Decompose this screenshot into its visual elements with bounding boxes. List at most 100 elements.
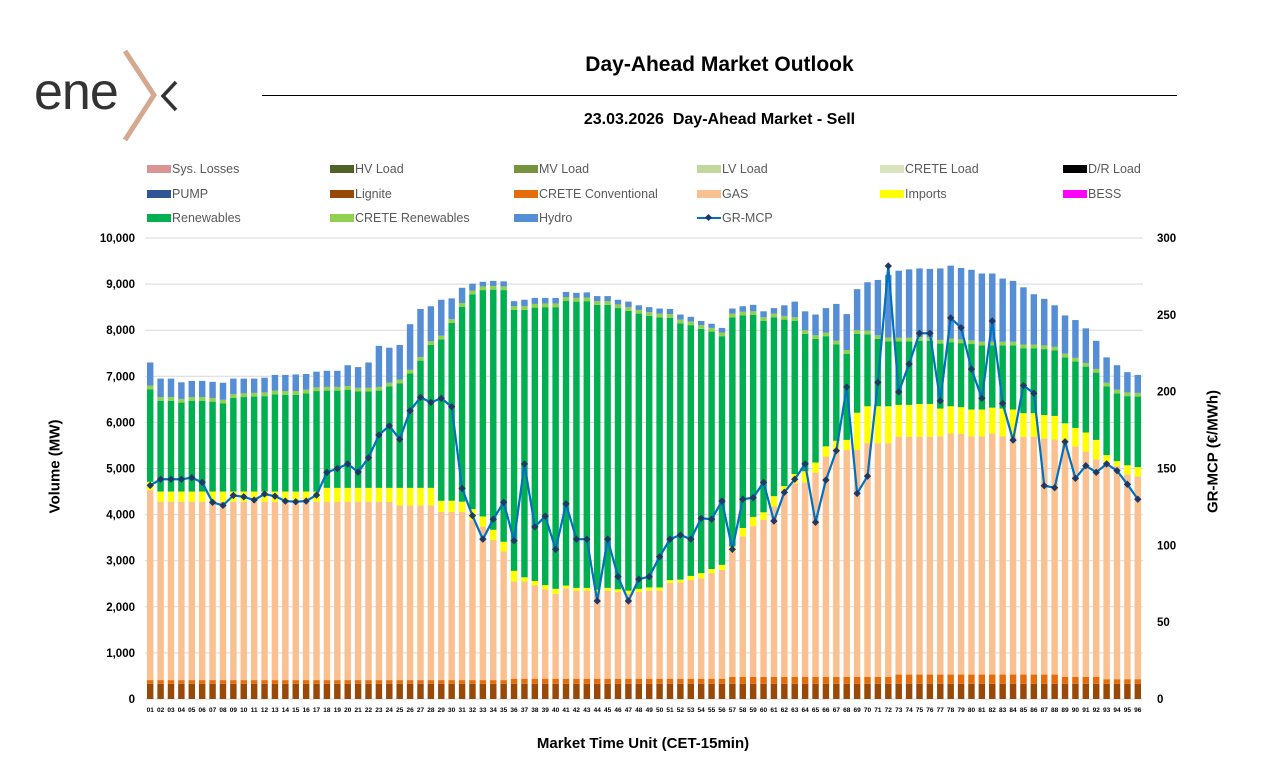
legend-swatch bbox=[330, 190, 354, 198]
bar-segment-hydro bbox=[739, 306, 746, 312]
legend-item: Lignite bbox=[330, 187, 392, 201]
x-tick-label: 50 bbox=[656, 707, 664, 714]
bar-segment-hydro bbox=[427, 306, 435, 342]
x-tick-label: 20 bbox=[344, 707, 352, 714]
bar-segment-gas bbox=[510, 581, 518, 679]
bar-segment-renewables bbox=[334, 390, 341, 488]
bar-segment-hydro bbox=[874, 279, 882, 336]
bar-segment-crete-conventional bbox=[1020, 674, 1027, 684]
bar-segment-crete-renewables bbox=[417, 356, 424, 361]
bar-segment-renewables bbox=[989, 345, 996, 408]
bar-segment-lignite bbox=[968, 683, 975, 699]
bar-segment-crete-renewables bbox=[479, 286, 487, 291]
mcp-marker bbox=[998, 399, 1007, 408]
bar-segment-hydro bbox=[250, 378, 258, 393]
bar-segment-crete-conventional bbox=[406, 680, 414, 684]
bar-segment-hydro bbox=[864, 282, 871, 331]
mcp-marker bbox=[229, 491, 238, 500]
mcp-marker bbox=[728, 545, 737, 554]
bar-segment-lignite bbox=[1134, 683, 1142, 699]
mcp-marker bbox=[1040, 482, 1048, 490]
bar-segment-gas bbox=[739, 536, 746, 677]
x-tick-label: 96 bbox=[1134, 707, 1142, 714]
bar-segment-crete-renewables bbox=[1082, 362, 1090, 367]
bar-segment-crete-renewables bbox=[427, 341, 435, 345]
bar-segment-crete-renewables bbox=[801, 330, 809, 334]
bar-segment-crete-renewables bbox=[1092, 368, 1100, 373]
bar-segment-lignite bbox=[937, 683, 944, 699]
x-tick-label: 06 bbox=[199, 707, 207, 714]
bar-segment-lignite bbox=[209, 683, 216, 699]
mcp-marker bbox=[895, 388, 903, 396]
x-tick-label: 28 bbox=[427, 707, 435, 714]
bar-segment-hydro bbox=[781, 305, 788, 316]
bar-segment-lignite bbox=[271, 683, 279, 699]
bar-segment-crete-conventional bbox=[937, 674, 944, 684]
bar-segment-gas bbox=[718, 569, 726, 679]
bar-segment-crete-renewables bbox=[261, 392, 268, 397]
bar-segment-lignite bbox=[438, 683, 445, 699]
bar-segment-gas bbox=[313, 501, 320, 681]
bar-segment-renewables bbox=[458, 306, 466, 502]
bar-segment-imports bbox=[614, 589, 622, 593]
bar-segment-lignite bbox=[1051, 683, 1058, 699]
bar-segment-imports bbox=[583, 587, 591, 591]
bar-segment-lignite bbox=[448, 683, 455, 699]
x-tick-label: 36 bbox=[510, 707, 518, 714]
bar-segment-hydro bbox=[905, 269, 913, 338]
bar-segment-gas bbox=[209, 501, 216, 681]
bar-segment-gas bbox=[1103, 461, 1110, 680]
bar-segment-imports bbox=[334, 487, 341, 502]
mcp-marker bbox=[978, 394, 986, 402]
bar-segment-lignite bbox=[1061, 683, 1069, 699]
bar-segment-hydro bbox=[146, 362, 154, 386]
bar-segment-renewables bbox=[479, 290, 487, 517]
bar-segment-hydro bbox=[510, 301, 518, 307]
bar-segment-crete-renewables bbox=[853, 330, 861, 334]
y-tick-label: 3,000 bbox=[106, 556, 135, 568]
bar-segment-crete-conventional bbox=[968, 674, 975, 684]
bar-segment-crete-renewables bbox=[625, 307, 632, 311]
bar-segment-crete-conventional bbox=[510, 678, 518, 684]
legend-label: CRETE Renewables bbox=[355, 211, 470, 225]
bar-segment-imports bbox=[947, 406, 954, 434]
bar-segment-crete-conventional bbox=[490, 680, 497, 684]
bar-segment-renewables bbox=[250, 396, 258, 492]
bar-segment-lignite bbox=[344, 683, 351, 699]
bar-segment-hydro bbox=[490, 280, 497, 286]
x-tick-label: 61 bbox=[770, 707, 778, 714]
bar-segment-renewables bbox=[375, 390, 383, 488]
bar-segment-renewables bbox=[781, 319, 788, 487]
bar-segment-imports bbox=[344, 487, 351, 502]
bar-segment-hydro bbox=[625, 301, 632, 308]
bar-segment-crete-renewables bbox=[833, 340, 840, 345]
bar-segment-crete-conventional bbox=[666, 678, 674, 684]
bar-segment-crete-renewables bbox=[937, 339, 944, 344]
bar-segment-imports bbox=[1041, 415, 1048, 439]
bar-segment-renewables bbox=[219, 403, 227, 492]
x-tick-label: 73 bbox=[895, 707, 903, 714]
bar-segment-renewables bbox=[167, 400, 175, 492]
mcp-marker bbox=[468, 511, 477, 520]
bar-segment-hydro bbox=[822, 308, 830, 333]
bar-segment-lignite bbox=[812, 683, 819, 699]
bar-segment-gas bbox=[645, 590, 653, 679]
bar-segment-crete-renewables bbox=[198, 397, 206, 401]
bar-segment-imports bbox=[198, 491, 206, 502]
legend-swatch bbox=[514, 190, 538, 198]
bar-segment-lignite bbox=[521, 683, 528, 699]
mcp-marker bbox=[520, 460, 529, 468]
mcp-marker bbox=[240, 493, 248, 501]
bar-segment-crete-renewables bbox=[323, 386, 331, 391]
bar-segment-lignite bbox=[510, 683, 518, 699]
bar-segment-imports bbox=[822, 446, 830, 457]
bar-segment-renewables bbox=[905, 341, 913, 405]
bar-segment-hydro bbox=[614, 299, 622, 305]
mcp-marker bbox=[406, 407, 414, 415]
bar-segment-gas bbox=[1020, 436, 1027, 675]
mcp-marker bbox=[312, 491, 321, 499]
legend-item: CRETE Load bbox=[880, 162, 979, 176]
x-tick-label: 42 bbox=[573, 707, 581, 714]
bar-segment-crete-renewables bbox=[905, 337, 913, 342]
